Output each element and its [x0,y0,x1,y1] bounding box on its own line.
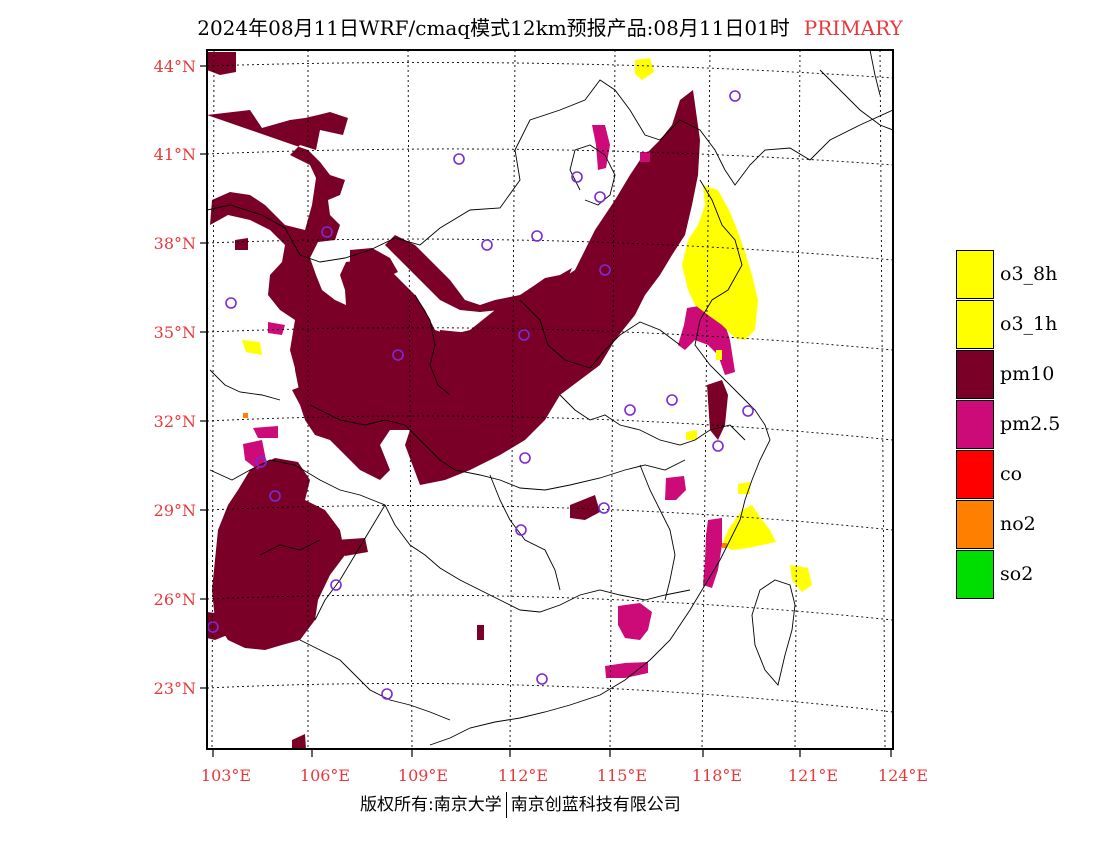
legend-label: pm2.5 [1000,413,1061,435]
title-tag: PRIMARY [803,16,903,40]
copyright-company: 南京创蓝科技有限公司 [510,795,681,815]
boundary-lines [207,50,893,746]
lon-label-112: 112°E [498,766,548,785]
lon-label-124: 124°E [878,766,928,785]
lat-label-26: 26°N [154,590,196,609]
legend-item-o3-1h: o3_1h [956,299,1060,349]
lat-label-41: 41°N [154,145,196,164]
legend-label: no2 [1000,513,1036,535]
tick-marks [200,65,892,757]
pm10-area [207,52,728,749]
map-title: 2024年08月11日WRF/cmaq模式12km预报产品:08月11日01时 P… [0,12,1100,41]
graticule [207,50,893,749]
legend-swatch [956,299,994,349]
footer-separator [505,792,507,818]
lat-label-32: 32°N [154,412,196,431]
lat-label-35: 35°N [154,323,196,342]
lat-label-38: 38°N [154,234,196,253]
legend-swatch [956,549,994,599]
copyright-footer: 版权所有:南京大学 南京创蓝科技有限公司 [360,790,681,818]
legend-label: pm10 [1000,363,1055,385]
lon-label-106: 106°E [300,766,350,785]
lon-label-115: 115°E [597,766,647,785]
legend-item-o3-8h: o3_8h [956,249,1060,299]
map-content [207,50,893,749]
legend-label: o3_1h [1000,313,1058,335]
legend-label: so2 [1000,563,1034,585]
no2-area [243,413,727,548]
lat-label-44: 44°N [154,57,196,76]
legend-item-no2: no2 [956,499,1060,549]
legend-swatch [956,249,994,299]
legend-label: o3_8h [1000,263,1058,285]
legend-swatch [956,399,994,449]
copyright-owner: 版权所有:南京大学 [360,795,502,815]
lon-label-118: 118°E [692,766,742,785]
latitude-labels: 44°N 41°N 38°N 35°N 32°N 29°N 26°N 23°N [154,57,196,698]
lat-label-29: 29°N [154,501,196,520]
lon-label-109: 109°E [398,766,448,785]
map-frame [206,49,894,750]
legend-swatch [956,349,994,399]
legend-label: co [1000,463,1023,485]
o3-area [242,58,812,592]
title-main: 2024年08月11日WRF/cmaq模式12km预报产品:08月11日01时 [197,16,790,40]
longitude-labels: 103°E 106°E 109°E 112°E 115°E 118°E 121°… [201,766,928,785]
pollutant-legend: o3_8h o3_1h pm10 pm2.5 co no2 so2 [956,249,1060,599]
legend-swatch [956,499,994,549]
lon-label-103: 103°E [201,766,251,785]
legend-item-pm10: pm10 [956,349,1060,399]
lat-label-23: 23°N [154,679,196,698]
legend-item-so2: so2 [956,549,1060,599]
legend-item-pm25: pm2.5 [956,399,1060,449]
lon-label-121: 121°E [788,766,838,785]
legend-item-co: co [956,449,1060,499]
legend-swatch [956,449,994,499]
